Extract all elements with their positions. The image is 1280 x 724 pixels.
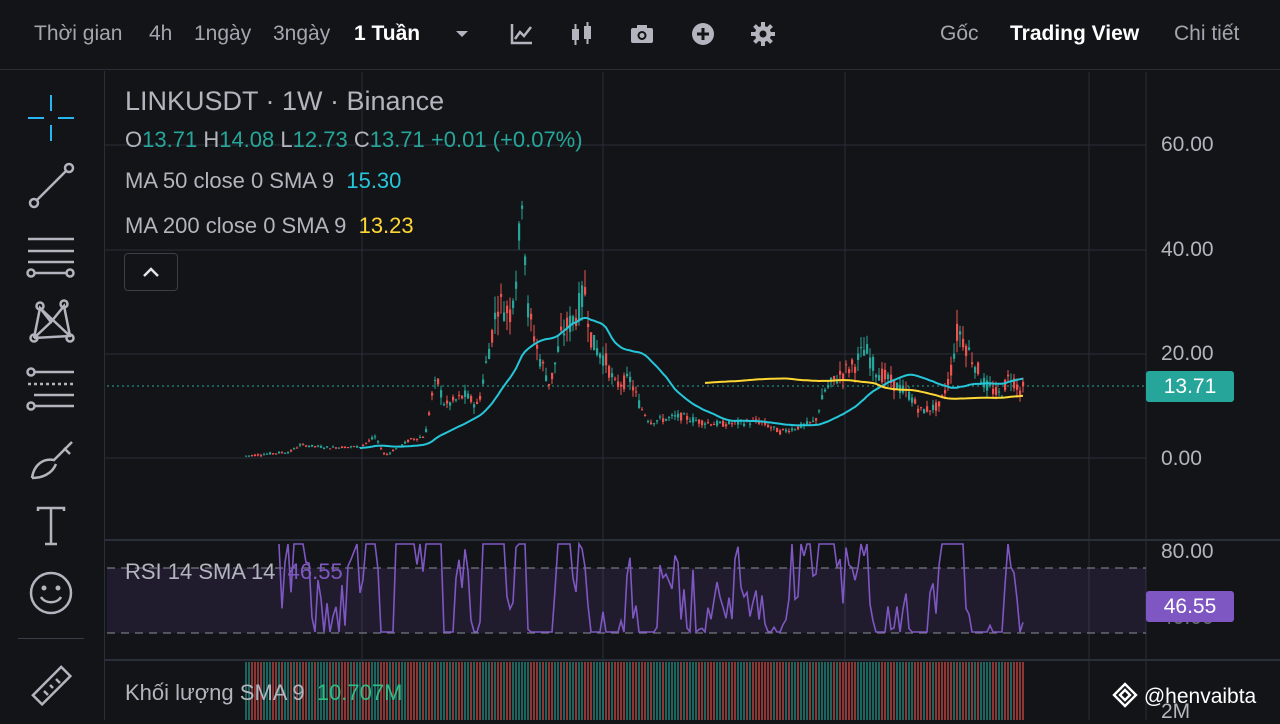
collapse-legend-button[interactable] bbox=[124, 253, 178, 291]
open-value: 13.71 bbox=[142, 127, 198, 152]
trend-line-icon[interactable] bbox=[26, 161, 76, 211]
volume-value: 10.707M bbox=[316, 680, 403, 705]
watermark: @henvaibta bbox=[1112, 682, 1256, 709]
low-value: 12.73 bbox=[292, 127, 348, 152]
camera-icon[interactable] bbox=[628, 20, 656, 48]
toolbar-divider bbox=[18, 638, 84, 639]
ma50-label: MA 50 close 0 SMA 9 bbox=[125, 168, 335, 193]
volume-axis-label: 2M bbox=[1161, 700, 1191, 723]
volume-label: Khối lượng SMA 9 bbox=[125, 680, 305, 705]
price-axis-label: 40.00 bbox=[1161, 238, 1214, 261]
rsi-value-tag: 46.55 bbox=[1146, 591, 1234, 622]
fib-retracement-icon[interactable] bbox=[26, 364, 76, 414]
indicator-icon[interactable] bbox=[508, 20, 536, 48]
ma50-line bbox=[359, 316, 1024, 450]
candlesticks bbox=[245, 200, 1025, 458]
grid bbox=[105, 72, 1146, 720]
chevron-up-icon bbox=[143, 267, 159, 277]
ma50-value: 15.30 bbox=[346, 168, 402, 193]
open-label: O bbox=[125, 127, 143, 152]
plus-circle-icon[interactable] bbox=[689, 20, 717, 48]
top-toolbar: Thời gian 4h 1ngày 3ngày 1 Tuần Gốc Trad… bbox=[0, 0, 1280, 70]
ma200-label: MA 200 close 0 SMA 9 bbox=[125, 213, 347, 238]
volume-bars bbox=[245, 662, 1024, 720]
high-label: H bbox=[203, 127, 220, 152]
drawing-toolbar bbox=[0, 71, 105, 720]
volume-legend[interactable]: Khối lượng SMA 9 10.707M bbox=[125, 680, 402, 706]
view-original[interactable]: Gốc bbox=[940, 22, 979, 45]
symbol-title: LINKUSDT · 1W · Binance bbox=[125, 86, 445, 116]
ohlc-legend: O13.71 H14.08 L12.73 C13.71 +0.01 (+0.07… bbox=[125, 127, 583, 153]
view-trading-view[interactable]: Trading View bbox=[1010, 22, 1140, 45]
emoji-icon[interactable] bbox=[26, 568, 76, 618]
close-value: 13.71 bbox=[369, 127, 425, 152]
price-axis-label: 60.00 bbox=[1161, 133, 1214, 156]
timeframe-1d[interactable]: 1ngày bbox=[194, 22, 252, 45]
gear-icon[interactable] bbox=[749, 20, 777, 48]
binance-square-logo-icon bbox=[1112, 682, 1138, 708]
timeframe-4h[interactable]: 4h bbox=[149, 22, 173, 45]
pattern-icon[interactable] bbox=[26, 296, 76, 346]
rsi-label: RSI 14 SMA 14 bbox=[125, 559, 276, 584]
rsi-line bbox=[278, 541, 1024, 635]
candlestick-type-icon[interactable] bbox=[568, 20, 596, 48]
ma50-legend[interactable]: MA 50 close 0 SMA 9 15.30 bbox=[125, 168, 401, 194]
close-label: C bbox=[353, 127, 370, 152]
change-value: +0.01 (+0.07%) bbox=[430, 127, 583, 152]
high-value: 14.08 bbox=[219, 127, 275, 152]
last-price-tag: 13.71 bbox=[1146, 371, 1234, 402]
ruler-icon[interactable] bbox=[26, 661, 76, 711]
rsi-axis-label: 80.00 bbox=[1161, 540, 1214, 563]
low-label: L bbox=[280, 127, 293, 152]
timeframe-label: Thời gian bbox=[34, 22, 123, 45]
ma200-line bbox=[704, 377, 1024, 400]
crosshair-icon[interactable] bbox=[26, 93, 76, 143]
ma200-legend[interactable]: MA 200 close 0 SMA 9 13.23 bbox=[125, 213, 414, 239]
ma200-value: 13.23 bbox=[358, 213, 414, 238]
price-axis-label: 0.00 bbox=[1161, 447, 1202, 470]
timeframe-3d[interactable]: 3ngày bbox=[273, 22, 331, 45]
view-detail[interactable]: Chi tiết bbox=[1174, 22, 1240, 45]
brush-icon[interactable] bbox=[26, 434, 76, 484]
rsi-value: 46.55 bbox=[287, 559, 343, 584]
chevron-down-icon[interactable] bbox=[448, 20, 476, 48]
text-icon[interactable] bbox=[26, 501, 76, 551]
horizontal-lines-icon[interactable] bbox=[26, 231, 76, 281]
price-axis-label: 20.00 bbox=[1161, 342, 1214, 365]
timeframe-1w[interactable]: 1 Tuần bbox=[354, 22, 421, 45]
watermark-handle: @henvaibta bbox=[1143, 685, 1257, 708]
rsi-legend[interactable]: RSI 14 SMA 14 46.55 bbox=[125, 559, 343, 585]
